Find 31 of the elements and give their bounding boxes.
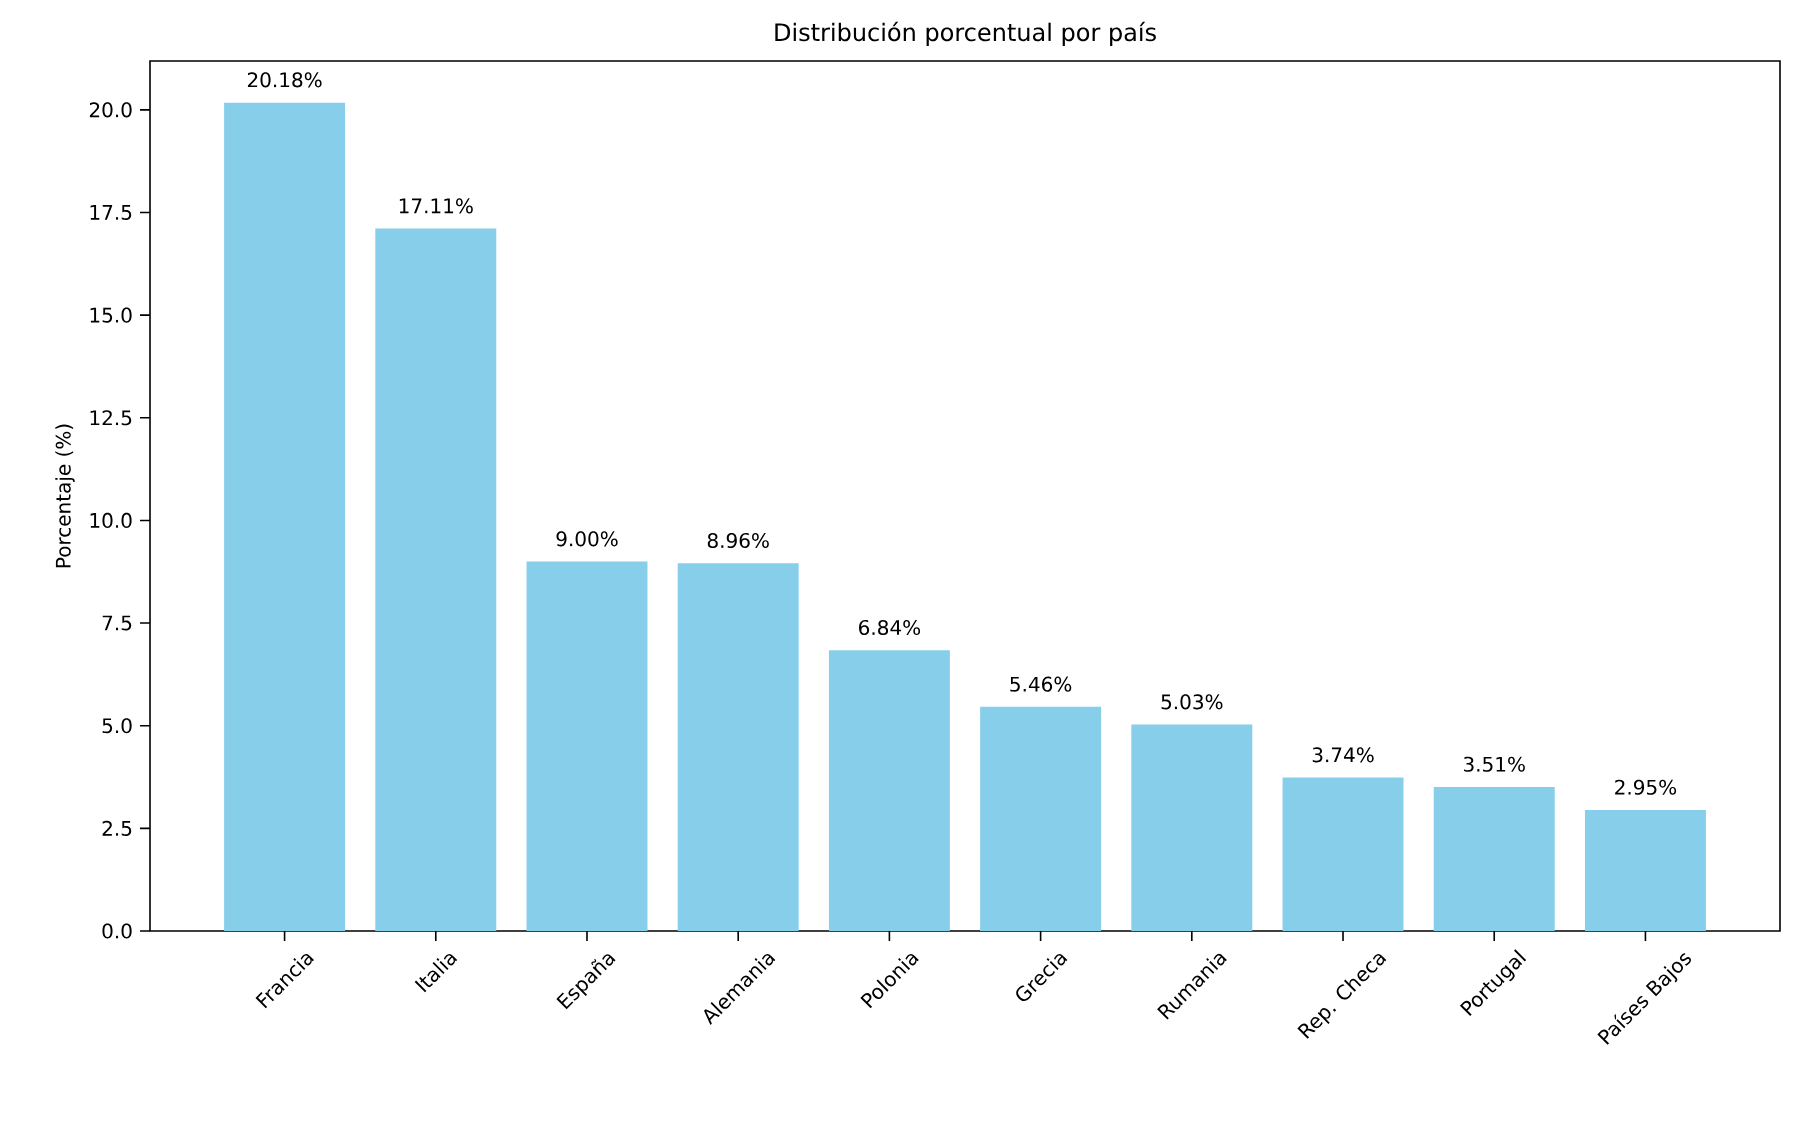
bar <box>1131 724 1253 931</box>
bar <box>375 228 497 931</box>
bar <box>980 706 1102 931</box>
y-axis-title: Porcentaje (%) <box>55 424 75 568</box>
y-tick-label: 10.0 <box>90 512 132 528</box>
data-label: 17.11% <box>399 198 473 214</box>
data-label: 3.51% <box>1464 756 1525 772</box>
data-label: 3.74% <box>1312 747 1374 763</box>
y-tick-label: 0.0 <box>102 923 132 939</box>
y-tick-label: 5.0 <box>102 718 132 734</box>
y-tick-label: 15.0 <box>90 307 132 323</box>
data-label: 5.46% <box>1010 676 1072 692</box>
y-tick-label: 7.5 <box>102 615 132 631</box>
data-label: 5.03% <box>1161 694 1223 710</box>
y-tick-label: 12.5 <box>90 410 132 426</box>
data-label: 8.96% <box>707 532 769 549</box>
data-label: 20.18% <box>247 72 322 88</box>
bar <box>1433 786 1555 931</box>
bar <box>526 561 648 931</box>
data-label: 9.00% <box>556 531 618 547</box>
bar <box>828 650 950 931</box>
bar <box>224 102 346 931</box>
y-tick-label: 20.0 <box>89 102 132 118</box>
y-tick-label: 2.5 <box>102 820 132 836</box>
bar <box>1584 809 1706 931</box>
bar <box>1282 777 1404 931</box>
y-tick-label: 17.5 <box>90 205 132 220</box>
data-label: 2.95% <box>1615 779 1677 795</box>
data-label: 6.84% <box>859 619 921 636</box>
chart-title: Distribución porcentual por país <box>775 21 1156 46</box>
bar <box>677 563 799 931</box>
